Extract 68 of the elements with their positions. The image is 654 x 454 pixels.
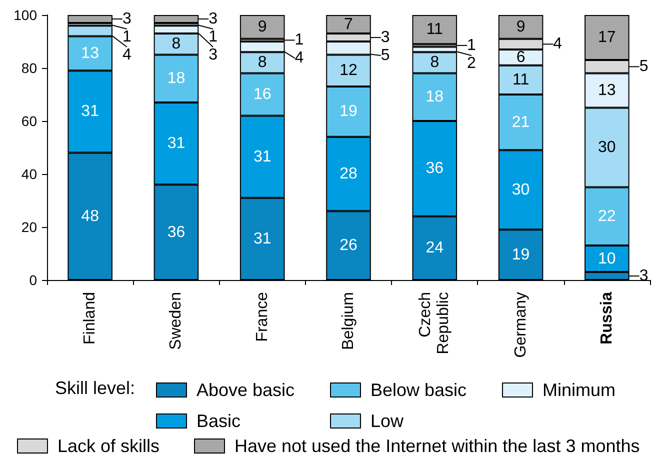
data-label: 12 <box>340 62 358 80</box>
data-label: 22 <box>598 208 616 225</box>
legend-label: Lack of skills <box>58 436 160 454</box>
legend-label: Minimum <box>542 380 616 400</box>
data-label: 13 <box>598 82 616 100</box>
data-label: 11 <box>426 21 444 38</box>
data-label: 31 <box>81 103 100 120</box>
data-label: 31 <box>253 148 272 166</box>
data-label: 4 <box>294 50 304 67</box>
data-label: 4 <box>553 36 562 53</box>
data-label: 3 <box>208 46 218 64</box>
data-label: 19 <box>512 246 530 264</box>
data-label: 24 <box>426 240 444 257</box>
data-label: 18 <box>167 70 186 88</box>
data-label: 8 <box>172 36 181 53</box>
data-label: 31 <box>167 135 186 152</box>
x-tick-label: Finland <box>82 292 99 344</box>
x-tick-label: Belgium <box>340 292 357 350</box>
data-label: 30 <box>598 139 616 156</box>
legend-title: Skill level: <box>55 378 136 398</box>
data-label: 26 <box>340 237 358 254</box>
data-label: 1 <box>208 28 218 46</box>
x-tick-label: Germany <box>512 292 530 358</box>
x-tick-label: Sweden <box>168 292 185 350</box>
legend-label: Basic <box>196 411 241 431</box>
data-label: 19 <box>340 103 358 120</box>
data-label: 1 <box>467 36 476 54</box>
data-label: 36 <box>167 224 186 241</box>
y-tick-label: 100 <box>14 7 38 23</box>
legend-label: Have not used the Internet within the last 3 months <box>234 436 640 454</box>
data-label: 16 <box>253 86 272 103</box>
data-label: 8 <box>258 54 267 72</box>
data-label: 10 <box>598 250 616 268</box>
data-label: 28 <box>340 166 358 182</box>
data-label: 9 <box>516 18 526 36</box>
data-label: 2 <box>467 54 476 72</box>
data-label: 7 <box>344 16 354 33</box>
data-label: 36 <box>426 160 444 178</box>
data-label: 1 <box>122 28 132 46</box>
legend-label: Low <box>370 411 405 431</box>
data-label: 18 <box>426 88 444 106</box>
data-label: 30 <box>512 181 530 198</box>
data-label: 6 <box>516 48 526 66</box>
data-label: 13 <box>81 44 100 62</box>
data-label: 21 <box>512 114 530 131</box>
y-tick-label: 40 <box>21 166 38 182</box>
data-label: 5 <box>380 47 390 64</box>
data-label: 3 <box>380 29 390 46</box>
data-label: 3 <box>208 10 218 28</box>
y-tick-label: 60 <box>21 113 38 129</box>
y-tick-label: 20 <box>21 219 38 235</box>
x-tick-label: France <box>254 292 271 342</box>
data-label: 5 <box>639 58 648 76</box>
x-tick-label: Russia <box>598 292 616 344</box>
data-label: 3 <box>122 10 132 28</box>
y-tick-label: 0 <box>29 272 38 288</box>
data-label: 1 <box>294 32 304 49</box>
data-label: 4 <box>122 46 132 64</box>
legend-label: Above basic <box>196 380 295 400</box>
data-label: 31 <box>253 230 272 248</box>
data-label: 9 <box>258 18 267 36</box>
data-label: 11 <box>512 71 530 88</box>
data-label: 48 <box>81 208 100 225</box>
x-tick-label: Czech Republic <box>417 292 452 354</box>
data-label: 8 <box>430 54 440 72</box>
legend-label: Below basic <box>370 380 467 400</box>
y-tick-label: 80 <box>21 60 38 76</box>
data-label: 17 <box>598 29 616 46</box>
